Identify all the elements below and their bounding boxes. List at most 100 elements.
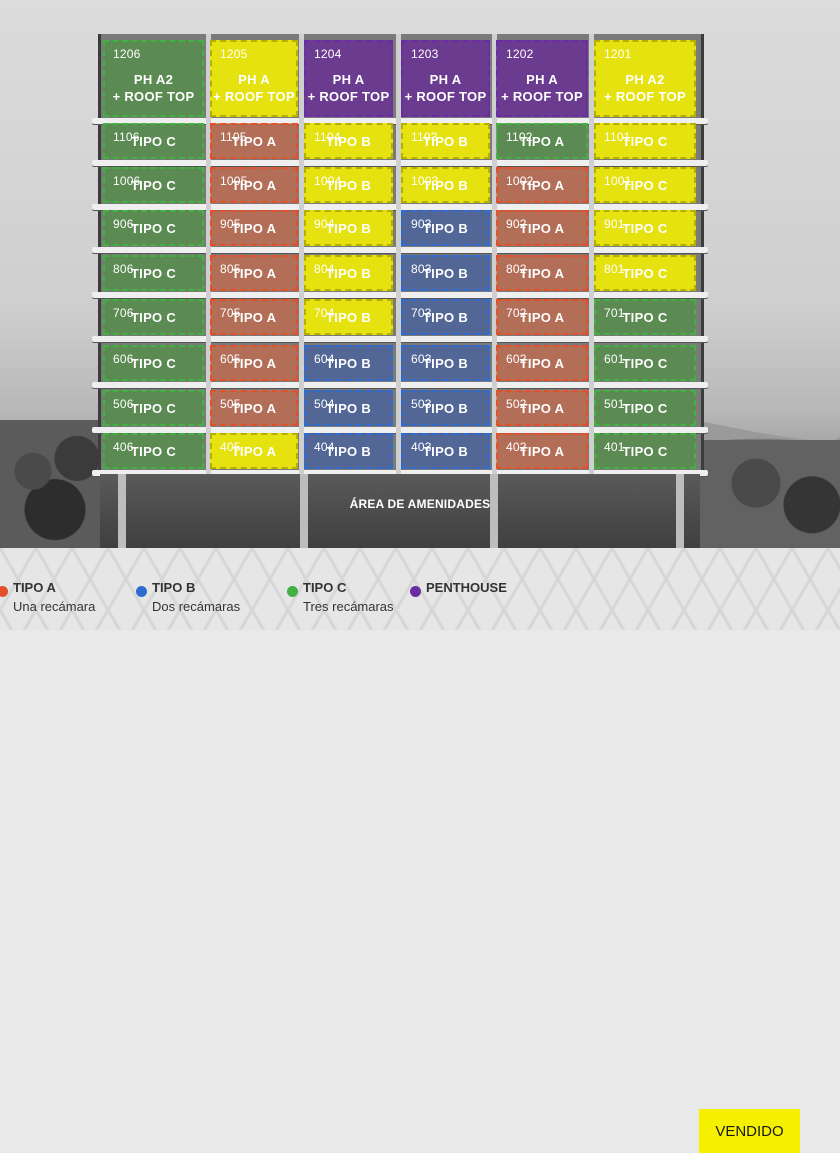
unit-401[interactable]: 401 TIPO C [594, 433, 696, 469]
unit-503[interactable]: 503 TIPO B [401, 390, 490, 426]
unit-1204[interactable]: 1204 PH A + ROOF TOP [304, 40, 393, 117]
unit-1203[interactable]: 1203 PH A + ROOF TOP [401, 40, 490, 117]
unit-502[interactable]: 502 TIPO A [496, 390, 588, 426]
unit-802[interactable]: 802 TIPO A [496, 255, 588, 291]
unit-type: TIPO C [130, 134, 177, 149]
pillar [300, 474, 308, 548]
unit-605[interactable]: 605 TIPO A [210, 345, 298, 381]
unit-604[interactable]: 604 TIPO B [304, 345, 393, 381]
unit-type: PH A + ROOF TOP [404, 72, 487, 104]
unit-504[interactable]: 504 TIPO B [304, 390, 393, 426]
mullion [589, 34, 594, 474]
unit-505[interactable]: 505 TIPO A [210, 390, 298, 426]
unit-number: 606 [113, 352, 134, 366]
unit-602[interactable]: 602 TIPO A [496, 345, 588, 381]
unit-406[interactable]: 406 TIPO C [103, 433, 204, 469]
trees-right [700, 440, 840, 548]
trees-left [0, 420, 110, 548]
unit-type: TIPO B [422, 221, 469, 236]
unit-701[interactable]: 701 TIPO C [594, 299, 696, 335]
unit-403[interactable]: 403 TIPO B [401, 433, 490, 469]
unit-806[interactable]: 806 TIPO C [103, 255, 204, 291]
unit-number: 901 [604, 217, 625, 231]
unit-906[interactable]: 906 TIPO C [103, 210, 204, 246]
unit-705[interactable]: 705 TIPO A [210, 299, 298, 335]
legend-title: TIPO C [303, 580, 347, 595]
unit-603[interactable]: 603 TIPO B [401, 345, 490, 381]
legend-desc: Una recámara [13, 599, 96, 614]
unit-601[interactable]: 601 TIPO C [594, 345, 696, 381]
unit-1106[interactable]: 1106 TIPO C [103, 123, 204, 159]
unit-1005[interactable]: 1005 TIPO A [210, 167, 298, 203]
unit-number: 1106 [113, 130, 140, 144]
building-render: ÁREA DE AMENIDADES 1206 PH A2 + ROOF TOP 1… [0, 0, 840, 548]
unit-404[interactable]: 404 TIPO B [304, 433, 393, 469]
unit-number: 806 [113, 262, 134, 276]
unit-type: TIPO B [325, 356, 372, 371]
mullion [396, 34, 401, 474]
unit-506[interactable]: 506 TIPO C [103, 390, 204, 426]
unit-type: TIPO B [325, 221, 372, 236]
unit-number: 501 [604, 397, 625, 411]
unit-904[interactable]: 904 TIPO B [304, 210, 393, 246]
unit-1003[interactable]: 1003 TIPO B [401, 167, 490, 203]
unit-1105[interactable]: 1105 TIPO A [210, 123, 298, 159]
unit-type: PH A2 + ROOF TOP [604, 72, 686, 104]
unit-402[interactable]: 402 TIPO A [496, 433, 588, 469]
unit-405[interactable]: 405 TIPO A [210, 433, 298, 469]
unit-1201[interactable]: 1201 PH A2 + ROOF TOP [594, 40, 696, 117]
unit-704[interactable]: 704 TIPO B [304, 299, 393, 335]
unit-901[interactable]: 901 TIPO C [594, 210, 696, 246]
unit-903[interactable]: 903 TIPO B [401, 210, 490, 246]
unit-type: TIPO B [325, 178, 372, 193]
unit-1206[interactable]: 1206 PH A2 + ROOF TOP [103, 40, 204, 117]
unit-905[interactable]: 905 TIPO A [210, 210, 298, 246]
unit-number: 505 [220, 397, 241, 411]
unit-1202[interactable]: 1202 PH A + ROOF TOP [496, 40, 588, 117]
unit-1103[interactable]: 1103 TIPO B [401, 123, 490, 159]
unit-number: 404 [314, 440, 335, 454]
legend-item: PENTHOUSE [410, 580, 507, 599]
unit-number: 1005 [220, 174, 248, 188]
legend-item: TIPO B Dos recámaras [136, 580, 241, 614]
unit-1001[interactable]: 1001 TIPO C [594, 167, 696, 203]
unit-1104[interactable]: 1104 TIPO B [304, 123, 393, 159]
unit-702[interactable]: 702 TIPO A [496, 299, 588, 335]
unit-number: 406 [113, 440, 134, 454]
pillar [490, 474, 498, 548]
unit-703[interactable]: 703 TIPO B [401, 299, 490, 335]
unit-1002[interactable]: 1002 TIPO A [496, 167, 588, 203]
unit-number: 1006 [113, 174, 141, 188]
unit-type: TIPO B [422, 444, 469, 459]
unit-1006[interactable]: 1006 TIPO C [103, 167, 204, 203]
unit-type: TIPO A [231, 266, 277, 281]
unit-803[interactable]: 803 TIPO B [401, 255, 490, 291]
unit-804[interactable]: 804 TIPO B [304, 255, 393, 291]
legend-bar: TIPO A Una recámara TIPO B Dos recámaras TIP… [0, 548, 840, 1153]
unit-1102[interactable]: 1102 TIPO A [496, 123, 588, 159]
unit-801[interactable]: 801 TIPO C [594, 255, 696, 291]
legend-title: TIPO B [152, 580, 196, 595]
unit-1101[interactable]: 1101 TIPO C [594, 123, 696, 159]
unit-number: 703 [411, 306, 432, 320]
unit-number: 1202 [506, 47, 534, 61]
unit-type: TIPO C [130, 221, 177, 236]
unit-1004[interactable]: 1004 TIPO B [304, 167, 393, 203]
legend-desc: Dos recámaras [152, 599, 241, 614]
sold-legend-label: VENDIDO [715, 1122, 784, 1140]
unit-number: 604 [314, 352, 335, 366]
unit-number: 1203 [411, 47, 439, 61]
unit-501[interactable]: 501 TIPO C [594, 390, 696, 426]
unit-number: 803 [411, 262, 432, 276]
unit-number: 704 [314, 306, 335, 320]
unit-type: TIPO C [622, 134, 668, 149]
unit-number: 405 [220, 440, 241, 454]
unit-902[interactable]: 902 TIPO A [496, 210, 588, 246]
unit-1205[interactable]: 1205 PH A + ROOF TOP [210, 40, 298, 117]
unit-type: TIPO C [130, 444, 177, 459]
unit-706[interactable]: 706 TIPO C [103, 299, 204, 335]
mullion [492, 34, 497, 474]
unit-805[interactable]: 805 TIPO A [210, 255, 298, 291]
unit-606[interactable]: 606 TIPO C [103, 345, 204, 381]
unit-type: TIPO A [519, 356, 565, 371]
